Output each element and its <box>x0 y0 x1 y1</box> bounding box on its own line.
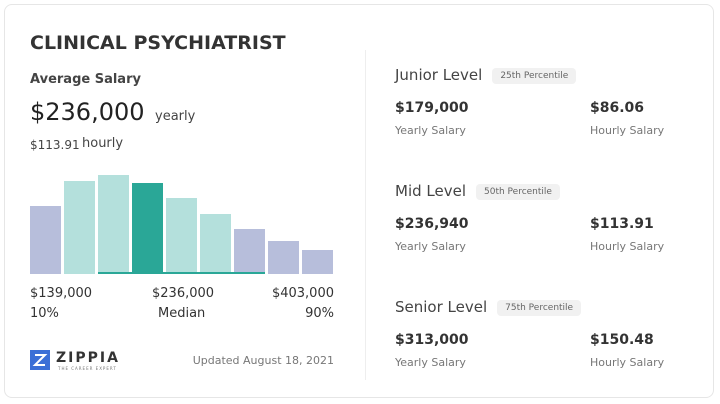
title: CLINICAL PSYCHIATRIST <box>30 32 286 54</box>
bar <box>200 214 231 274</box>
bar <box>302 250 333 274</box>
updated: Updated August 18, 2021 <box>192 354 334 367</box>
logo-z <box>32 354 48 366</box>
hourly-unit: hourly <box>82 136 124 151</box>
tagline: THE CAREER EXPERT <box>58 366 117 371</box>
average-yearly: $236,000 <box>30 98 145 126</box>
hourly-salary: $113.91 <box>590 216 654 232</box>
percentile: 25th Percentile <box>492 68 577 84</box>
mid-salary: $236,000 <box>152 286 215 301</box>
low-pct: 10% <box>30 306 59 321</box>
high-salary: $403,000 <box>271 286 334 301</box>
high-pct: 90% <box>305 306 334 321</box>
divider <box>365 50 366 380</box>
brand: ZIPPIA <box>56 350 120 366</box>
hourly-label: Hourly Salary <box>590 240 665 253</box>
level-name: Senior Level <box>395 298 488 316</box>
average-hourly: $113.91 <box>30 138 80 152</box>
yearly-unit: yearly <box>155 109 196 124</box>
percentile: 50th Percentile <box>476 184 560 200</box>
bar <box>268 241 299 274</box>
yearly-salary: $313,000 <box>395 332 469 348</box>
average-label: Average Salary <box>30 72 141 87</box>
card <box>4 4 714 398</box>
yearly-label: Yearly Salary <box>395 240 466 253</box>
bar <box>30 206 61 274</box>
range-line <box>98 272 265 274</box>
percentile: 75th Percentile <box>497 300 582 316</box>
yearly-salary: $179,000 <box>395 100 469 116</box>
bar <box>64 181 95 274</box>
hourly-salary: $86.06 <box>590 100 645 116</box>
bar <box>234 229 265 274</box>
level-name: Mid Level <box>395 182 466 200</box>
low-salary: $139,000 <box>30 286 93 301</box>
mid-pct: Median <box>158 306 206 321</box>
hourly-salary: $150.48 <box>590 332 654 348</box>
yearly-label: Yearly Salary <box>395 124 466 137</box>
yearly-label: Yearly Salary <box>395 356 466 369</box>
bar <box>166 198 197 274</box>
hourly-label: Hourly Salary <box>590 124 665 137</box>
hourly-label: Hourly Salary <box>590 356 665 369</box>
yearly-salary: $236,940 <box>395 216 469 232</box>
bar <box>132 183 163 274</box>
bar <box>98 175 129 274</box>
level-name: Junior Level <box>395 66 483 84</box>
